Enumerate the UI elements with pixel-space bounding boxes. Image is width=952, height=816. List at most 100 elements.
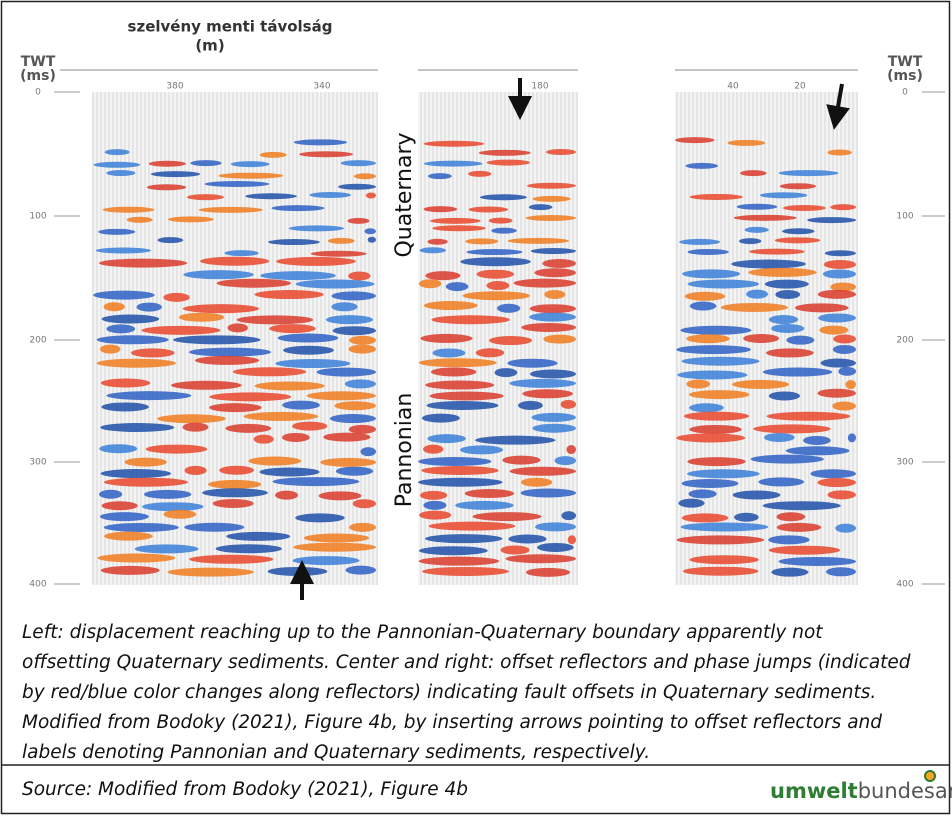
reflector [173, 335, 261, 345]
reflector [96, 335, 169, 345]
reflector [686, 469, 760, 479]
reflector [431, 315, 510, 325]
reflector [243, 411, 319, 421]
reflector [687, 279, 759, 289]
reflector [106, 391, 192, 401]
reflector [720, 302, 788, 312]
reflector [277, 333, 339, 343]
reflector [230, 161, 270, 168]
reflector [764, 279, 809, 289]
reflector [95, 247, 151, 254]
reflector [325, 315, 374, 325]
reflector [106, 170, 136, 177]
reflector [830, 204, 856, 211]
reflector [765, 348, 814, 358]
reflector [320, 457, 377, 467]
reflector [352, 499, 376, 509]
reflector [832, 401, 857, 411]
reflector [688, 390, 750, 400]
reflector [225, 423, 272, 433]
reflector [268, 239, 320, 246]
reflector [215, 544, 282, 554]
reflector [746, 289, 769, 299]
reflector [778, 556, 856, 566]
reflector [348, 271, 371, 281]
reflector [186, 194, 224, 201]
reflector [847, 433, 856, 443]
reflector [560, 399, 576, 409]
reflector [106, 324, 136, 334]
reflector [295, 279, 375, 289]
reflector [423, 500, 447, 510]
reflector [807, 217, 856, 224]
reflector [838, 366, 856, 376]
reflector [749, 248, 805, 255]
reflector [683, 411, 749, 421]
reflector [218, 172, 284, 179]
reflector [686, 334, 730, 344]
reflector [182, 304, 260, 314]
reflector [254, 381, 325, 391]
logo-mark [924, 770, 936, 782]
reflector [232, 367, 307, 377]
reflector [254, 290, 324, 300]
reflector [430, 367, 477, 377]
reflector [455, 500, 514, 510]
reflector [281, 432, 310, 442]
reflector [426, 400, 499, 410]
distance-label: 20 [794, 82, 806, 92]
reflector [272, 477, 360, 487]
reflector [212, 498, 254, 508]
reflector [259, 467, 320, 477]
reflector [318, 491, 362, 501]
reflector [424, 534, 503, 544]
reflector [316, 367, 376, 377]
reflector [827, 149, 852, 156]
reflector [227, 323, 248, 333]
reflector [768, 535, 810, 545]
reflector [189, 347, 272, 357]
reflector [167, 216, 214, 223]
reflector [687, 457, 746, 467]
axis-title: szelvény menti távolság [128, 18, 333, 36]
reflector [293, 542, 377, 552]
distance-label: 340 [313, 82, 330, 92]
reflector [688, 489, 717, 499]
distance-label: 40 [727, 82, 739, 92]
reflector [827, 490, 857, 500]
unit-label: Quaternary [392, 132, 417, 257]
reflector [689, 555, 759, 565]
logo: umweltbundesamt [770, 779, 952, 803]
reflector [740, 170, 767, 177]
reflector [360, 447, 376, 457]
reflector [731, 259, 806, 269]
reflector [778, 170, 839, 177]
reflector [420, 333, 473, 343]
reflector [163, 292, 190, 302]
reflector [134, 544, 199, 554]
reflector [418, 358, 497, 368]
reflector [689, 403, 724, 413]
caption-line: labels denoting Pannonian and Quaternary… [22, 742, 651, 763]
logo-regular: bundesamt [858, 779, 952, 803]
reflector [100, 378, 151, 388]
reflector [425, 271, 461, 281]
reflector [292, 556, 360, 566]
reflector [684, 291, 726, 301]
reflector [489, 336, 533, 346]
depth-tick-label: 100 [29, 212, 46, 222]
distance-label: 380 [166, 82, 183, 92]
reflector [332, 326, 376, 336]
reflector [681, 513, 729, 523]
reflector [759, 192, 808, 199]
reflector [830, 282, 856, 292]
reflector [292, 421, 328, 431]
reflector [269, 324, 316, 334]
depth-tick-label: 300 [896, 458, 913, 468]
reflector [530, 248, 576, 255]
reflector [145, 444, 208, 454]
reflector [425, 380, 495, 390]
reflector [727, 139, 766, 146]
reflector [531, 412, 577, 422]
